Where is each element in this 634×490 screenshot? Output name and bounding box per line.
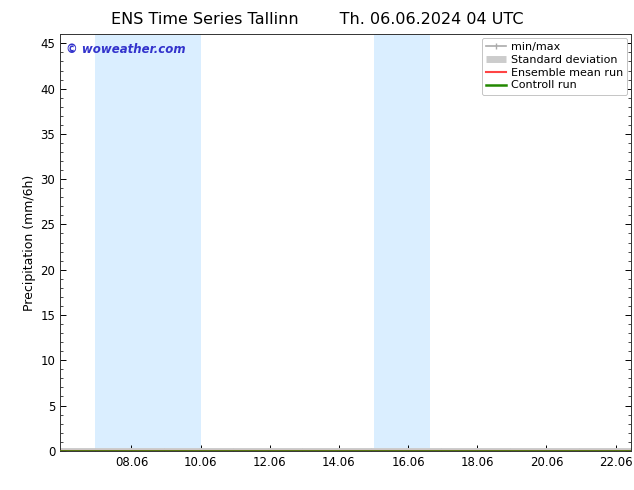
Bar xyxy=(95,34,200,451)
Text: ENS Time Series Tallinn        Th. 06.06.2024 04 UTC: ENS Time Series Tallinn Th. 06.06.2024 0… xyxy=(111,12,523,27)
Bar xyxy=(373,34,430,451)
Y-axis label: Precipitation (mm/6h): Precipitation (mm/6h) xyxy=(23,174,36,311)
Text: © woweather.com: © woweather.com xyxy=(66,43,186,56)
Legend: min/max, Standard deviation, Ensemble mean run, Controll run: min/max, Standard deviation, Ensemble me… xyxy=(482,38,628,95)
